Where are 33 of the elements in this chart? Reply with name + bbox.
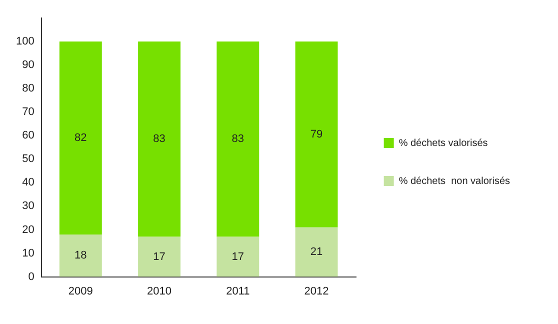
bar — [216, 236, 260, 277]
x-tick-label: 2009 — [68, 285, 93, 298]
data-label: 21 — [310, 246, 323, 258]
data-label: 17 — [232, 250, 244, 263]
data-label: 82 — [74, 132, 87, 144]
y-tick-label: 0 — [28, 270, 34, 283]
bar — [138, 236, 181, 277]
bar — [59, 42, 102, 234]
data-label: 18 — [74, 250, 87, 262]
y-tick-label: 50 — [22, 153, 34, 166]
y-tick-label: 80 — [22, 82, 34, 95]
data-label: 17 — [153, 250, 166, 263]
legend-label: % déchets non valorisés — [398, 176, 510, 187]
y-tick-label: 30 — [22, 200, 34, 212]
bar — [216, 42, 260, 237]
y-tick-label: 70 — [22, 106, 34, 118]
x-tick-label: 2012 — [304, 285, 329, 298]
x-tick-label: 2010 — [147, 285, 172, 298]
x-tick-label: 2011 — [226, 285, 250, 298]
legend-label: % déchets valorisés — [398, 138, 488, 149]
data-label: 83 — [153, 133, 166, 146]
bar — [295, 42, 338, 228]
y-tick-label: 20 — [22, 224, 34, 236]
y-tick-label: 40 — [22, 176, 34, 189]
y-tick-label: 90 — [22, 59, 34, 72]
y-tick-label: 60 — [22, 130, 34, 142]
data-label: 79 — [310, 128, 323, 140]
data-label: 83 — [232, 133, 244, 146]
bar — [295, 227, 338, 277]
bar — [138, 42, 181, 237]
bar — [59, 234, 102, 277]
y-tick-label: 100 — [16, 36, 34, 48]
y-tick-label: 10 — [22, 247, 34, 260]
